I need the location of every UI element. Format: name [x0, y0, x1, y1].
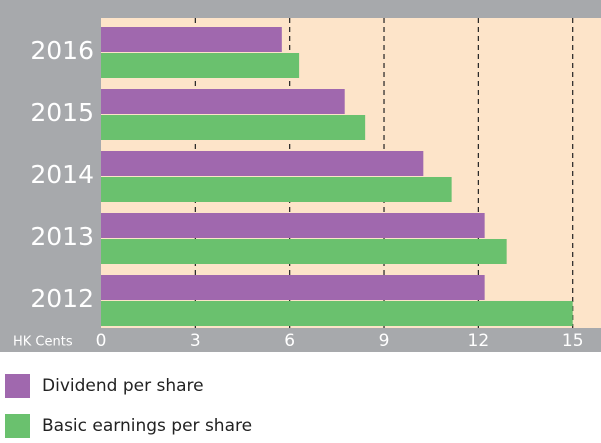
bar: [101, 177, 452, 202]
x-tick-label: 3: [190, 331, 201, 351]
y-tick-label: 2016: [30, 36, 94, 65]
bar: [101, 213, 485, 238]
x-axis-label: HK Cents: [13, 335, 73, 350]
bar: [101, 239, 507, 264]
bar: [101, 115, 366, 140]
legend-swatch: [5, 414, 30, 438]
x-tick-label: 9: [379, 331, 390, 351]
y-tick-label: 2015: [30, 98, 94, 127]
bar: [101, 301, 573, 326]
bar: [101, 27, 282, 52]
bar: [101, 89, 345, 114]
x-tick-label: 15: [562, 331, 584, 351]
y-tick-label: 2014: [30, 160, 94, 189]
legend-swatch: [5, 374, 30, 398]
bar: [101, 53, 300, 78]
y-tick-label: 2012: [30, 284, 94, 313]
legend-label: Dividend per share: [42, 376, 204, 396]
y-tick-label: 2013: [30, 222, 94, 251]
legend-label: Basic earnings per share: [42, 416, 252, 436]
bar: [101, 151, 424, 176]
x-tick-label: 6: [284, 331, 295, 351]
bar: [101, 275, 485, 300]
x-tick-label: 0: [96, 331, 107, 351]
x-tick-label: 12: [468, 331, 490, 351]
